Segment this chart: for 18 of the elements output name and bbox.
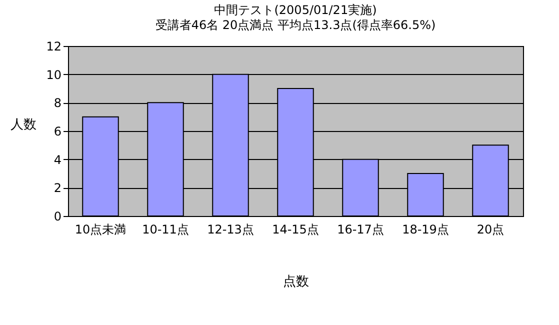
y-tick-label: 10 xyxy=(46,68,62,82)
y-tick-label: 0 xyxy=(54,210,62,224)
x-tick-label: 10-11点 xyxy=(142,222,189,236)
x-tick-label: 18-19点 xyxy=(402,222,449,236)
x-tick-label: 10点未満 xyxy=(74,222,126,236)
chart-title: 中間テスト(2005/01/21実施) xyxy=(214,3,377,17)
x-tick-label: 16-17点 xyxy=(337,222,384,236)
x-axis-title: 点数 xyxy=(283,274,309,290)
y-axis-title: 人数 xyxy=(10,118,36,132)
y-tick-label: 2 xyxy=(54,181,62,196)
y-tick-label: 12 xyxy=(46,40,62,54)
chart-subtitle: 受講者46名 20点満点 平均点13.3点(得点率66.5%) xyxy=(155,18,436,32)
y-tick-label: 8 xyxy=(54,96,62,110)
y-tick-label: 6 xyxy=(54,124,62,138)
x-tick-label: 12-13点 xyxy=(207,222,254,236)
x-tick-label: 14-15点 xyxy=(272,222,319,236)
x-tick-label: 20点 xyxy=(476,222,504,236)
y-tick-label: 4 xyxy=(54,152,62,167)
